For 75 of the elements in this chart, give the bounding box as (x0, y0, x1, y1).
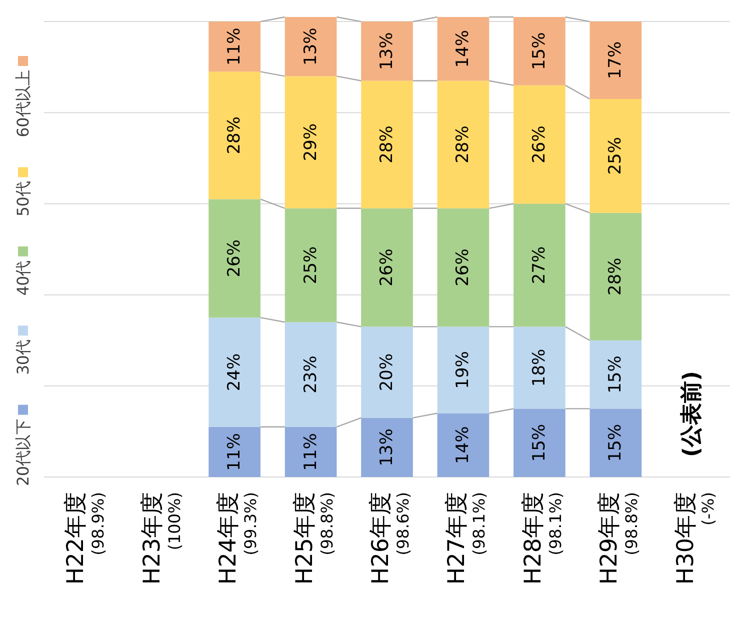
bar (361, 208, 413, 327)
bar (361, 80, 413, 208)
bar (590, 340, 642, 409)
bar (437, 413, 490, 477)
data-label: 14% (453, 426, 474, 464)
x-tick-label: H27年度 (98.1%) (444, 492, 489, 585)
data-label: 20% (377, 353, 397, 392)
data-label: 28% (453, 126, 474, 164)
data-label: 15% (529, 32, 550, 70)
data-label: 13% (300, 28, 321, 66)
data-label: 11% (224, 28, 245, 66)
legend-label: 40代 (14, 259, 32, 296)
bar (208, 318, 260, 427)
data-label: 17% (606, 41, 626, 80)
data-label: 15% (606, 356, 626, 394)
data-label: 27% (529, 246, 550, 284)
bar (361, 22, 413, 81)
data-label: 15% (606, 424, 626, 462)
x-tick-label: H25年度 (98.8%) (292, 492, 336, 585)
x-tick-label: H29年度 (98.8%) (596, 492, 642, 585)
x-tick-label: H26年度 (98.6%) (368, 492, 412, 585)
bar (514, 17, 566, 86)
data-label: 26% (377, 248, 397, 286)
bar (208, 199, 260, 318)
data-label: 29% (300, 123, 321, 162)
legend-label: 30代 (14, 338, 32, 375)
legend-label: 20代以下 (14, 418, 32, 486)
bar (208, 72, 260, 200)
bar (437, 208, 490, 327)
data-label: 25% (606, 137, 626, 175)
x-tick-label: H22年度 (98.9%) (63, 492, 108, 585)
bar (361, 326, 413, 418)
bar (284, 17, 337, 76)
data-label: 24% (224, 353, 245, 392)
data-label: 18% (529, 348, 550, 387)
bar (361, 418, 413, 477)
annotation: (公表前) (679, 370, 704, 457)
data-label: 19% (453, 351, 474, 389)
legend-label: 50代 (14, 180, 32, 216)
bar (208, 22, 260, 72)
bar (284, 208, 337, 322)
bar (590, 408, 642, 477)
data-label: 11% (300, 433, 321, 471)
bar (514, 204, 566, 327)
bar (514, 85, 566, 204)
bar (590, 98, 642, 213)
bar (590, 212, 642, 340)
bar (514, 408, 566, 477)
bar (284, 322, 337, 427)
x-tick-label: H28年度 (98.1%) (520, 492, 565, 585)
data-label: 15% (529, 424, 550, 462)
bar (514, 326, 566, 409)
data-label: 26% (453, 248, 474, 286)
x-tick-label: H23年度 (100%) (139, 492, 184, 585)
data-label: 26% (224, 239, 245, 278)
bar (437, 17, 490, 81)
legend-label: 60代以上 (14, 68, 32, 138)
data-label: 25% (300, 246, 321, 284)
bar (284, 76, 337, 208)
bar (437, 326, 490, 414)
x-tick-label: H30年度 (-%) (672, 492, 718, 585)
data-label: 11% (224, 433, 245, 471)
bar (437, 80, 490, 208)
data-label: 14% (453, 30, 474, 68)
data-label: 23% (300, 356, 321, 394)
data-label: 28% (224, 116, 245, 154)
bar (590, 22, 642, 99)
bar (284, 426, 337, 477)
data-label: 28% (377, 126, 397, 164)
bar (208, 426, 260, 477)
data-label: 13% (377, 428, 397, 466)
data-label: 28% (606, 258, 626, 296)
x-tick-label: H24年度 (99.3%) (216, 492, 260, 585)
data-label: 26% (529, 126, 550, 164)
data-label: 13% (377, 32, 397, 70)
